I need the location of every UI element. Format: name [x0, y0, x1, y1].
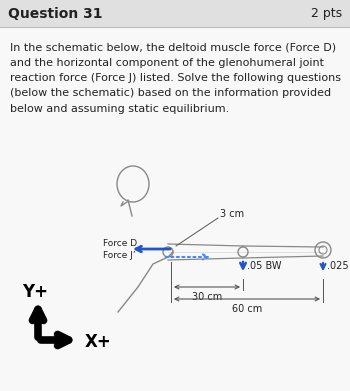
Text: below and assuming static equilibrium.: below and assuming static equilibrium.	[10, 104, 229, 114]
Text: Y+: Y+	[22, 283, 48, 301]
Text: Force D: Force D	[103, 240, 137, 249]
Text: 2 pts: 2 pts	[311, 7, 342, 20]
Text: (below the schematic) based on the information provided: (below the schematic) based on the infor…	[10, 88, 331, 99]
Text: In the schematic below, the deltoid muscle force (Force D): In the schematic below, the deltoid musc…	[10, 42, 336, 52]
Text: 30 cm: 30 cm	[192, 292, 222, 302]
Text: X+: X+	[85, 333, 112, 351]
Text: 60 cm: 60 cm	[232, 304, 262, 314]
Text: .025 BW: .025 BW	[327, 261, 350, 271]
Text: 3 cm: 3 cm	[220, 209, 244, 219]
Text: Force J’: Force J’	[103, 251, 136, 260]
Text: reaction force (Force J) listed. Solve the following questions: reaction force (Force J) listed. Solve t…	[10, 73, 341, 83]
Text: .05 BW: .05 BW	[247, 261, 281, 271]
Text: Question 31: Question 31	[8, 7, 103, 21]
FancyBboxPatch shape	[0, 0, 350, 27]
Text: and the horizontal component of the glenohumeral joint: and the horizontal component of the glen…	[10, 57, 324, 68]
